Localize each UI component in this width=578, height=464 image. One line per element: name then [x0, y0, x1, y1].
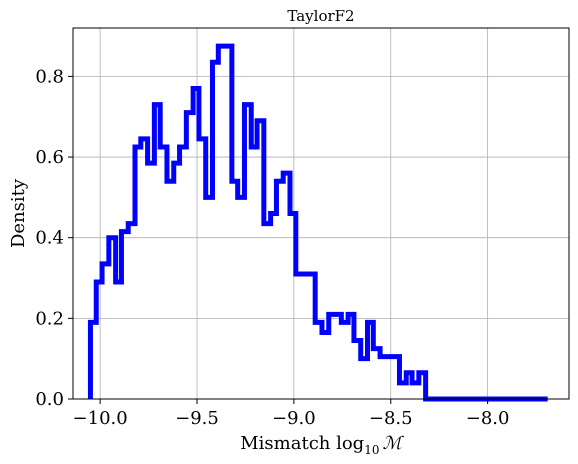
chart-title: TaylorF2	[287, 7, 354, 25]
y-tick-label: 0.0	[35, 389, 64, 410]
x-axis-label: Mismatch log10 ℳ	[240, 433, 404, 457]
x-axis-label-prefix: Mismatch log	[240, 433, 364, 454]
x-axis-ticks: −10.0 −9.5 −9.0 −8.5 −8.0	[73, 399, 510, 429]
y-tick-label: 0.4	[35, 228, 64, 249]
y-axis-label: Density	[8, 178, 29, 248]
plot-frame	[73, 28, 569, 399]
x-axis-label-subscript: 10	[364, 443, 379, 457]
y-tick-label: 0.6	[35, 147, 64, 168]
x-axis-label-symbol: ℳ	[383, 433, 405, 454]
x-tick-label: −9.5	[175, 408, 219, 429]
x-tick-label: −9.0	[272, 408, 316, 429]
histogram-step-line	[90, 46, 547, 399]
x-tick-label: −10.0	[73, 408, 128, 429]
y-tick-label: 0.8	[35, 66, 64, 87]
grid-lines	[73, 28, 569, 399]
y-tick-label: 0.2	[35, 308, 64, 329]
y-axis-ticks: 0.0 0.2 0.4 0.6 0.8	[35, 66, 73, 410]
x-tick-label: −8.5	[369, 408, 413, 429]
x-tick-label: −8.0	[466, 408, 510, 429]
